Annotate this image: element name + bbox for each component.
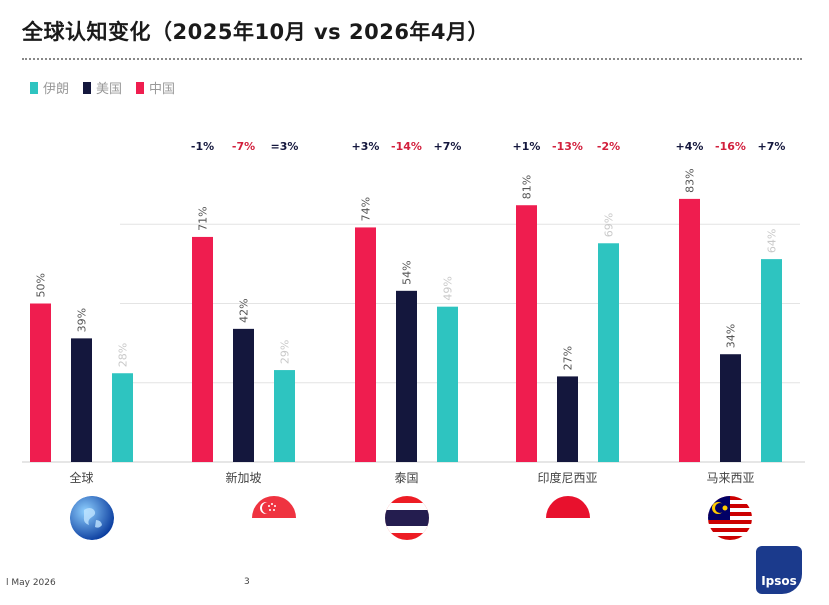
bar — [192, 236, 213, 462]
bar — [30, 303, 51, 462]
legend: 伊朗 美国 中国 — [30, 78, 175, 97]
footer-date: l May 2026 — [6, 578, 56, 588]
legend-swatch-china — [136, 81, 145, 94]
change-label: -14% — [391, 140, 422, 153]
bar — [557, 376, 578, 462]
change-label: =3% — [271, 140, 299, 153]
legend-label-usa: 美国 — [96, 82, 123, 97]
category-label: 马来西亚 — [706, 471, 754, 485]
title-divider — [22, 58, 802, 60]
change-label: -16% — [715, 140, 746, 153]
data-label: 28% — [117, 343, 130, 367]
bar — [355, 227, 376, 462]
change-label: +7% — [758, 140, 786, 153]
data-label: 27% — [562, 346, 575, 370]
bar — [274, 370, 295, 462]
globe-icon — [70, 496, 114, 540]
bar — [396, 290, 417, 462]
data-label: 74% — [360, 197, 373, 221]
ipsos-logo-text: Ipsos — [761, 574, 797, 588]
category-label: 泰国 — [394, 471, 418, 485]
bar — [437, 306, 458, 462]
legend-item-iran: 伊朗 — [30, 78, 69, 97]
category-label: 印度尼西亚 — [537, 470, 597, 485]
bar — [71, 338, 92, 462]
indonesia-flag-icon — [546, 496, 590, 540]
legend-label-china: 中国 — [149, 82, 176, 97]
legend-swatch-iran — [30, 81, 38, 94]
data-label: 64% — [766, 229, 779, 253]
change-label: +7% — [434, 140, 462, 153]
bar — [679, 198, 700, 462]
data-label: 81% — [521, 175, 534, 199]
bar — [233, 328, 254, 462]
change-label: +1% — [513, 140, 541, 153]
change-label: -13% — [552, 140, 583, 153]
legend-label-iran: 伊朗 — [43, 82, 70, 97]
change-label: -2% — [597, 140, 620, 153]
data-label: 49% — [442, 276, 455, 300]
data-label: 39% — [76, 308, 89, 332]
data-label: 50% — [35, 273, 48, 297]
bar — [720, 354, 741, 462]
change-label: -7% — [232, 140, 255, 153]
data-label: 71% — [197, 206, 210, 230]
category-label: 新加坡 — [225, 470, 261, 485]
legend-swatch-usa — [83, 81, 92, 94]
category-label: 全球 — [69, 470, 93, 485]
bar — [761, 259, 782, 462]
bar — [112, 373, 133, 462]
legend-item-china: 中国 — [136, 78, 175, 97]
legend-item-usa: 美国 — [83, 78, 122, 97]
bar — [598, 243, 619, 462]
change-label: +4% — [676, 140, 704, 153]
data-label: 29% — [279, 340, 292, 364]
page-number: 3 — [244, 577, 250, 587]
data-label: 34% — [725, 324, 738, 348]
ipsos-logo: Ipsos — [756, 546, 802, 594]
thailand-flag-icon — [385, 496, 429, 540]
bar — [516, 205, 537, 463]
singapore-flag-icon — [252, 496, 296, 540]
change-label: -1% — [191, 140, 214, 153]
data-label: 54% — [401, 260, 414, 284]
chart-title: 全球认知变化（2025年10月 vs 2026年4月） — [22, 20, 490, 44]
data-label: 69% — [603, 213, 616, 237]
data-label: 83% — [684, 168, 697, 192]
change-label: +3% — [352, 140, 380, 153]
data-label: 42% — [238, 298, 251, 322]
malaysia-flag-icon — [708, 496, 752, 540]
